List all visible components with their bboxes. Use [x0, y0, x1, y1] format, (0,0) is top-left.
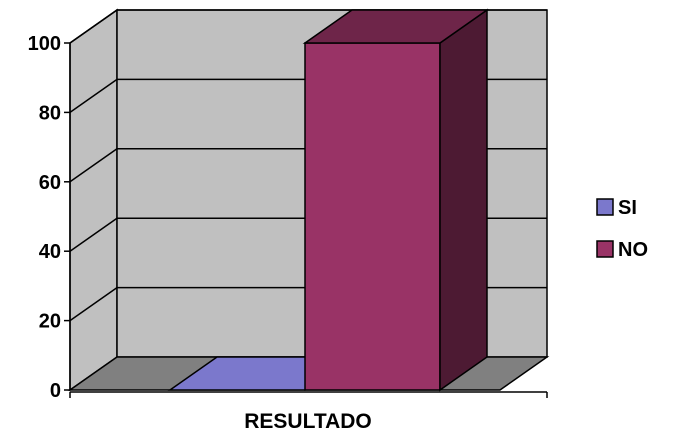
bar-side [439, 8, 488, 392]
bar-no [302, 8, 490, 392]
legend-swatch [596, 198, 614, 216]
chart-side-wall [69, 8, 118, 392]
gridline-side [69, 9, 118, 44]
legend-swatch [596, 240, 614, 258]
y-tick-label: 100 [28, 33, 61, 55]
y-tick-label: 20 [39, 311, 61, 333]
gridline-side [69, 148, 118, 183]
y-tick-label: 40 [39, 241, 61, 263]
legend-label: SI [618, 197, 637, 219]
y-tick-label: 0 [50, 380, 61, 402]
y-axis: 0 20 40 60 80 100 [28, 33, 71, 402]
legend-item-si: SI [596, 197, 637, 219]
legend: SI NO [596, 197, 648, 261]
gridline-side [69, 217, 118, 252]
x-axis-label: RESULTADO [244, 410, 372, 433]
y-tick-label: 80 [39, 102, 61, 124]
bars [167, 8, 490, 392]
legend-item-no: NO [596, 239, 648, 261]
legend-label: NO [618, 239, 648, 261]
bar-front [304, 42, 441, 391]
bar-top [302, 9, 490, 44]
gridline-side [69, 78, 118, 114]
gridline-side [69, 286, 118, 322]
y-tick-label: 60 [39, 172, 61, 194]
